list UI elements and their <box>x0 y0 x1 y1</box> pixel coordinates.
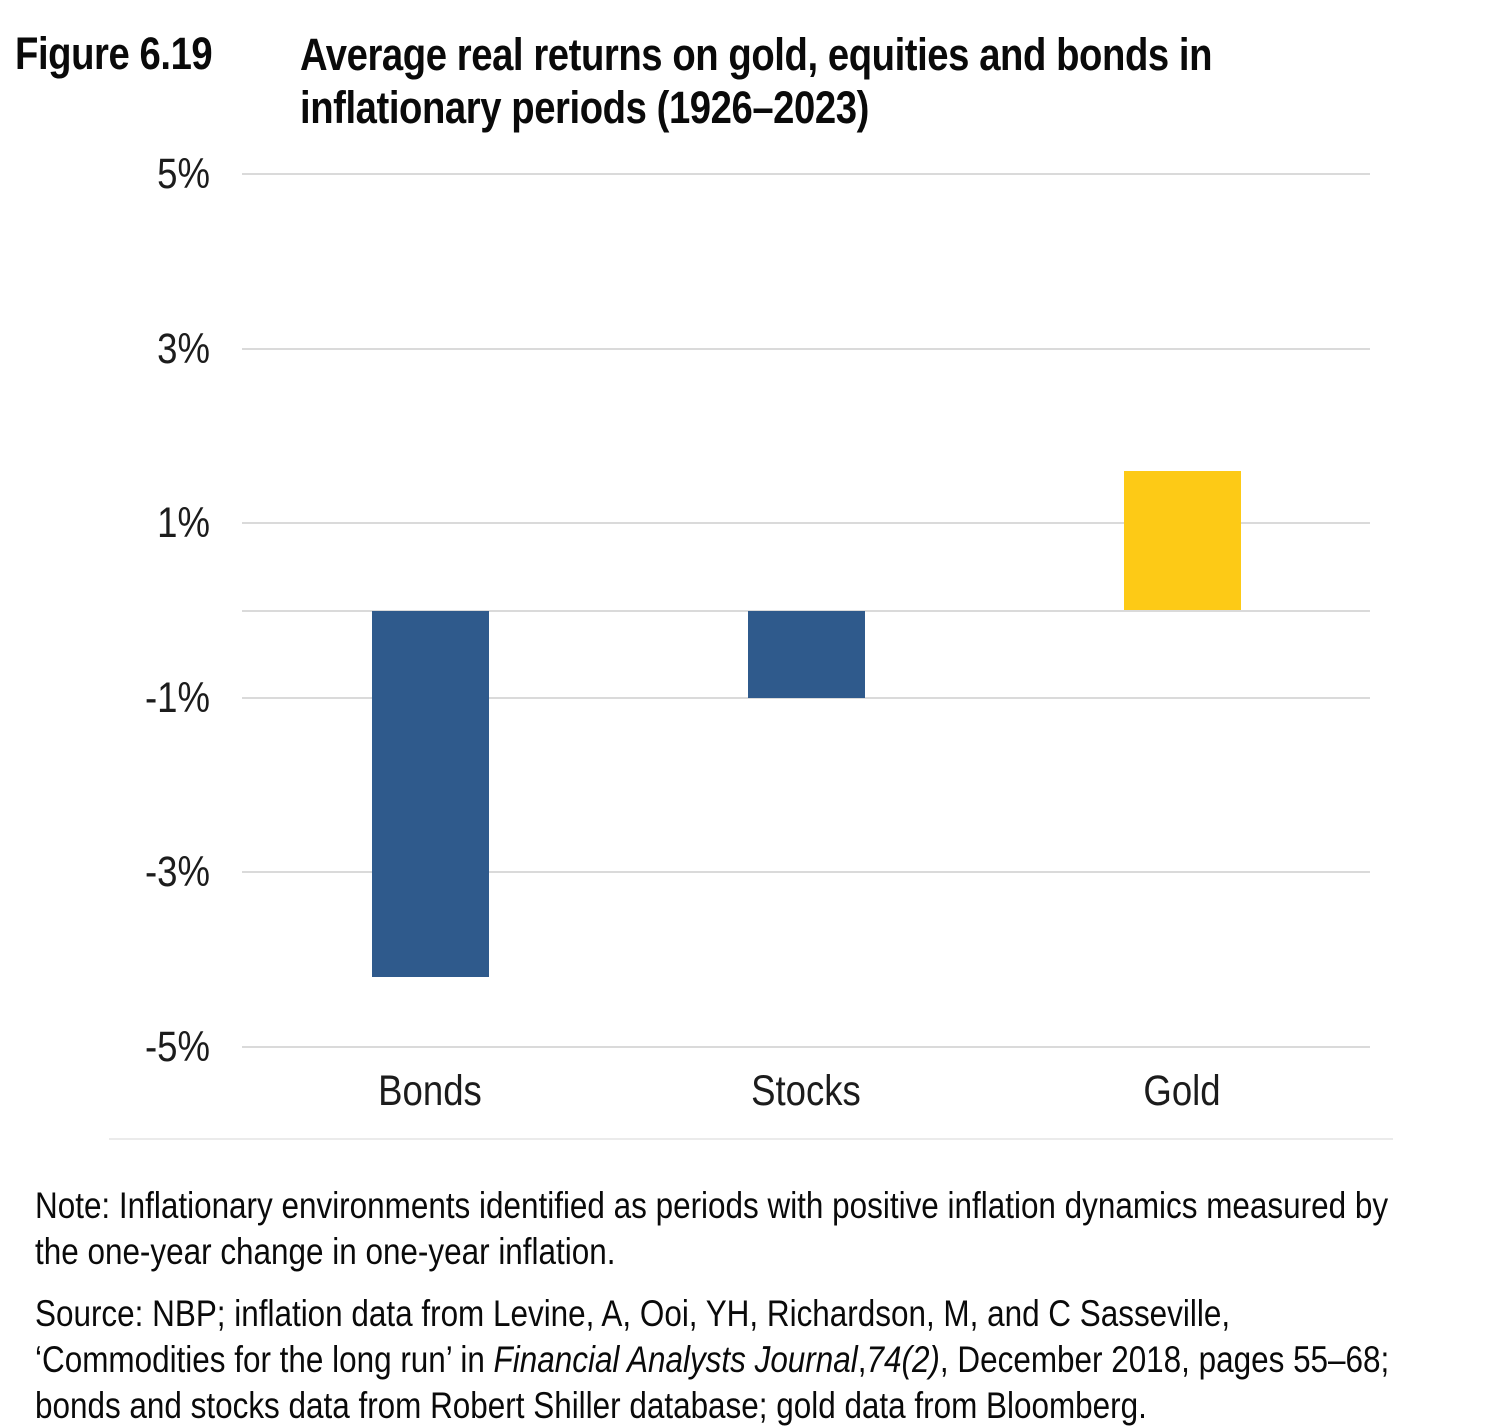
source-text: Source: NBP; inflation data from Levine,… <box>35 1291 1485 1426</box>
figure-title-line-2: inflationary periods (1926–2023) <box>300 82 869 133</box>
note-text: Note: Inflationary environments identifi… <box>35 1183 1485 1275</box>
source-segment: , December 2018, pages 55–68; <box>939 1339 1390 1380</box>
source-segment: , <box>857 1339 867 1380</box>
figure-title: Average real returns on gold, equities a… <box>300 28 1500 134</box>
source-segment: Source: NBP; inflation data from Levine,… <box>35 1293 1231 1334</box>
source-segment: bonds and stocks data from Robert Shille… <box>35 1385 1147 1426</box>
source-line-3: bonds and stocks data from Robert Shille… <box>35 1383 1268 1426</box>
source-line-2: ‘Commodities for the long run’ in Financ… <box>35 1337 1389 1383</box>
chart-bottom-border <box>109 1138 1393 1140</box>
y-tick-label-5: 5% <box>157 150 210 198</box>
figure-title-line-1: Average real returns on gold, equities a… <box>300 29 1213 80</box>
plot-area <box>242 173 1370 1048</box>
y-tick-label-1: 1% <box>157 499 210 548</box>
gridline-5 <box>242 173 1370 175</box>
y-tick-label--1: -1% <box>145 673 210 722</box>
source-italic-segment: Financial Analysts Journal <box>493 1339 858 1380</box>
gridline-3 <box>242 347 1370 350</box>
gridline-1 <box>242 522 1370 525</box>
x-axis-label-stocks: Stocks <box>751 1067 861 1115</box>
source-segment: ‘Commodities for the long run’ in <box>35 1339 494 1380</box>
bar-bonds <box>371 610 489 978</box>
x-axis-label-gold: Gold <box>1143 1067 1221 1115</box>
y-tick-label-3: 3% <box>157 324 210 373</box>
note-line-2: the one-year change in one-year inflatio… <box>35 1231 616 1272</box>
gridline--3 <box>242 871 1370 874</box>
gridline--1 <box>242 696 1370 699</box>
y-tick-label--5: -5% <box>145 1023 210 1071</box>
y-tick-label--3: -3% <box>145 848 210 897</box>
x-axis-label-bonds: Bonds <box>378 1067 482 1115</box>
note-line-1: Note: Inflationary environments identifi… <box>35 1185 1389 1226</box>
figure-number-label: Figure 6.19 <box>15 28 213 79</box>
source-line-1: Source: NBP; inflation data from Levine,… <box>35 1291 1268 1337</box>
gridline--5 <box>242 1046 1370 1048</box>
source-italic-segment: 74(2) <box>866 1339 940 1380</box>
bar-gold <box>1123 470 1241 611</box>
bar-chart: 5% 3% 1% -1% -3% -5% Bonds Stocks Gold <box>109 150 1393 1140</box>
bar-stocks <box>747 610 865 698</box>
